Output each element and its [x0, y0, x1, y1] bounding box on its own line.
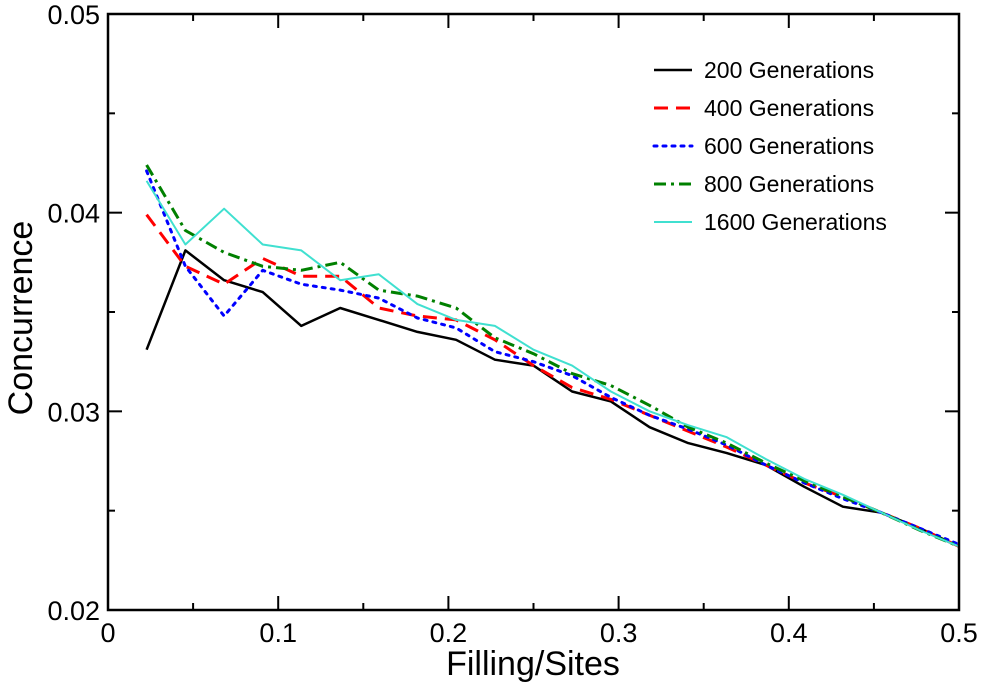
y-tick-label: 0.04 [47, 199, 100, 229]
x-axis-title: Filling/Sites [446, 645, 620, 683]
series-line-600 [145, 169, 961, 546]
x-tick-label: 0.1 [259, 618, 297, 648]
legend-label: 200 Generations [704, 57, 874, 83]
x-tick-label: 0.4 [770, 618, 808, 648]
plot-area [108, 14, 959, 610]
y-tick-label: 0.05 [47, 0, 100, 30]
series-line-800 [145, 164, 960, 548]
data-series [145, 164, 961, 548]
legend-label: 400 Generations [704, 95, 874, 121]
legend-label: 600 Generations [704, 133, 874, 159]
legend: 200 Generations 400 Generations 600 Genera… [652, 57, 887, 235]
legend-label: 800 Generations [704, 171, 874, 197]
legend-label: 1600 Generations [704, 209, 887, 235]
y-tick-label: 0.03 [47, 397, 100, 427]
x-tick-label: 0.5 [940, 618, 978, 648]
series-line-200 [145, 249, 960, 548]
x-tick-label: 0.2 [430, 618, 468, 648]
series-line-400 [145, 213, 960, 548]
x-tick-label: 0 [100, 618, 115, 648]
series-line-1600 [145, 180, 960, 548]
y-axis-title: Concurrence [2, 221, 40, 416]
x-tick-label: 0.3 [600, 618, 638, 648]
tick-labels: 0 0.1 0.2 0.3 0.4 0.5 0.02 0.03 0.04 0.05 [47, 0, 977, 648]
plot-frame [106, 12, 961, 612]
y-tick-label: 0.02 [47, 596, 100, 626]
